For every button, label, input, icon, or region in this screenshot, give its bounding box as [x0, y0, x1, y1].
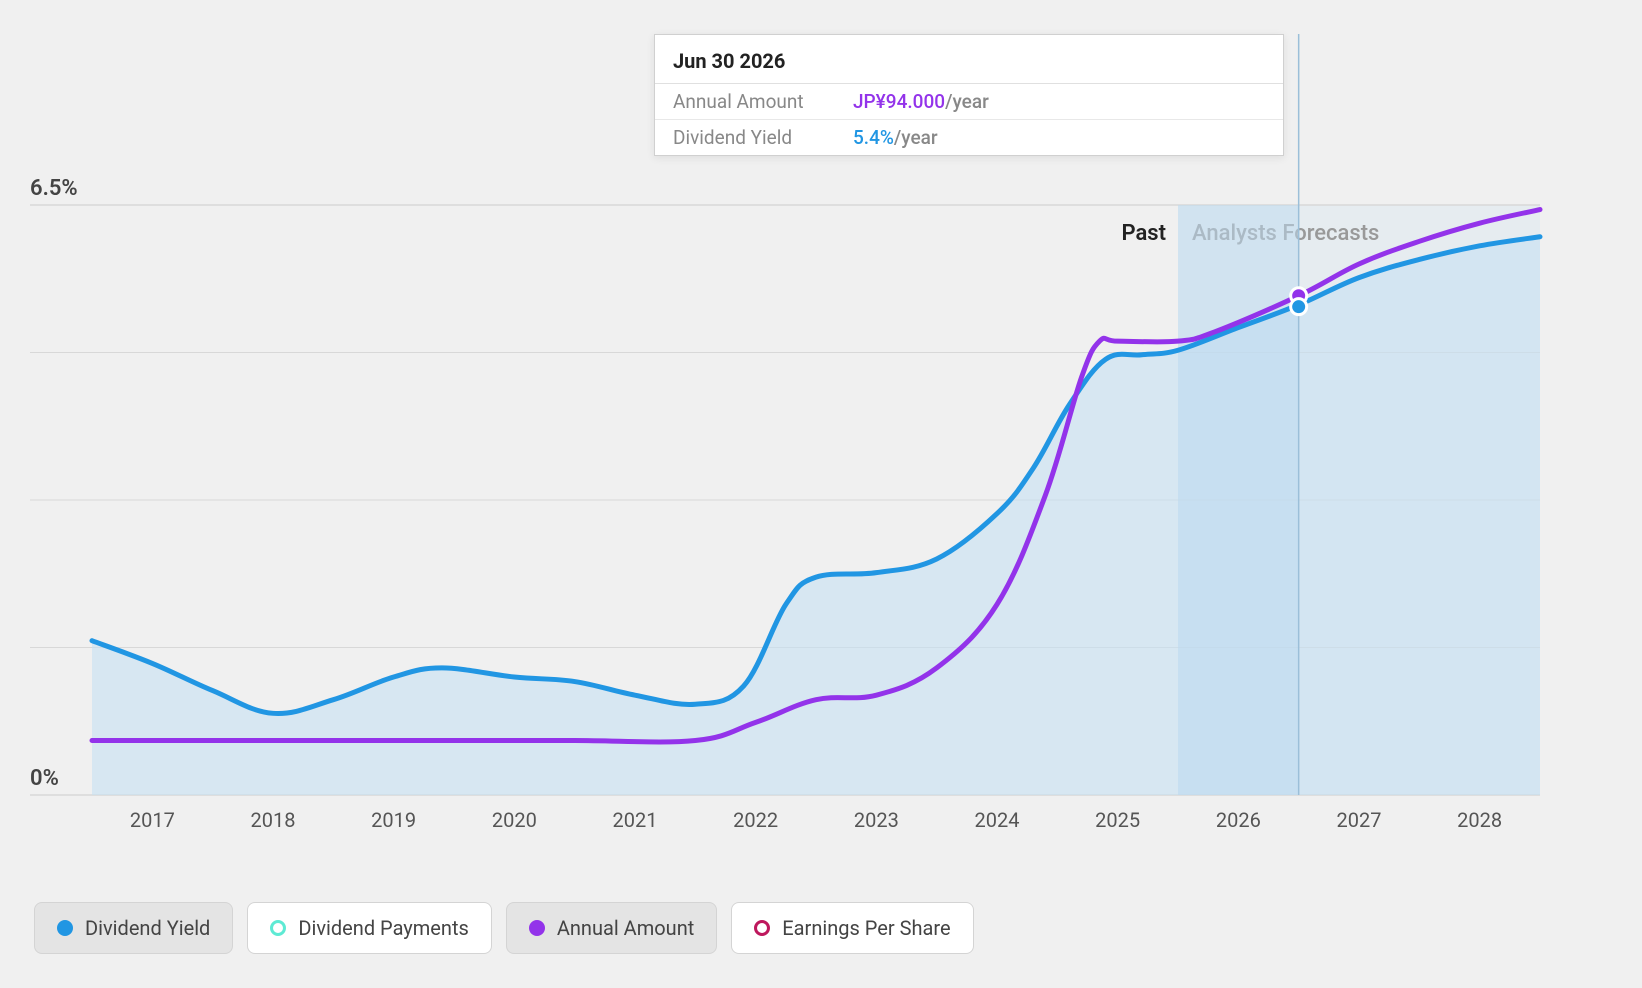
x-tick-label: 2020: [492, 808, 537, 832]
tooltip-row-value: 5.4%/year: [835, 120, 1283, 155]
legend-item-label: Annual Amount: [557, 916, 694, 940]
x-tick-label: 2025: [1095, 808, 1140, 832]
legend-item-label: Dividend Yield: [85, 916, 210, 940]
x-tick-label: 2022: [733, 808, 778, 832]
legend-item-label: Earnings Per Share: [782, 916, 950, 940]
x-tick-label: 2018: [251, 808, 296, 832]
x-tick-label: 2028: [1457, 808, 1502, 832]
y-tick-label: 6.5%: [30, 176, 78, 201]
dividend_yield-marker-icon: [57, 920, 73, 936]
x-tick-label: 2027: [1337, 808, 1382, 832]
x-tick-label: 2017: [130, 808, 175, 832]
hover-band: [1178, 205, 1299, 795]
legend: Dividend Yield Dividend Payments Annual Am…: [34, 902, 974, 954]
tooltip-row: Dividend Yield5.4%/year: [655, 120, 1283, 155]
x-tick-label: 2021: [613, 808, 658, 832]
tooltip-table: Annual AmountJP¥94.000/yearDividend Yiel…: [655, 84, 1283, 155]
hover-tooltip: Jun 30 2026 Annual AmountJP¥94.000/yearD…: [654, 34, 1284, 156]
legend-item-dividend_payments[interactable]: Dividend Payments: [247, 902, 491, 954]
region-label-past: Past: [1121, 221, 1166, 246]
annual_amount-marker-icon: [529, 920, 545, 936]
tooltip-row: Annual AmountJP¥94.000/year: [655, 84, 1283, 119]
y-tick-label: 0%: [30, 766, 59, 791]
tooltip-row-label: Dividend Yield: [655, 120, 835, 155]
earnings_per_share-marker-icon: [754, 920, 770, 936]
tooltip-row-label: Annual Amount: [655, 84, 835, 119]
x-tick-label: 2023: [854, 808, 899, 832]
legend-item-dividend_yield[interactable]: Dividend Yield: [34, 902, 233, 954]
tooltip-date: Jun 30 2026: [655, 35, 1283, 83]
tooltip-row-value: JP¥94.000/year: [835, 84, 1283, 119]
dividend-chart: 0%6.5%PastAnalysts Forecasts201720182019…: [0, 0, 1642, 988]
hover-marker-dividend_yield: [1291, 299, 1307, 315]
x-tick-label: 2019: [371, 808, 416, 832]
dividend_payments-marker-icon: [270, 920, 286, 936]
legend-item-annual_amount[interactable]: Annual Amount: [506, 902, 717, 954]
x-tick-label: 2024: [975, 808, 1020, 832]
x-tick-label: 2026: [1216, 808, 1261, 832]
legend-item-label: Dividend Payments: [298, 916, 468, 940]
legend-item-earnings_per_share[interactable]: Earnings Per Share: [731, 902, 973, 954]
